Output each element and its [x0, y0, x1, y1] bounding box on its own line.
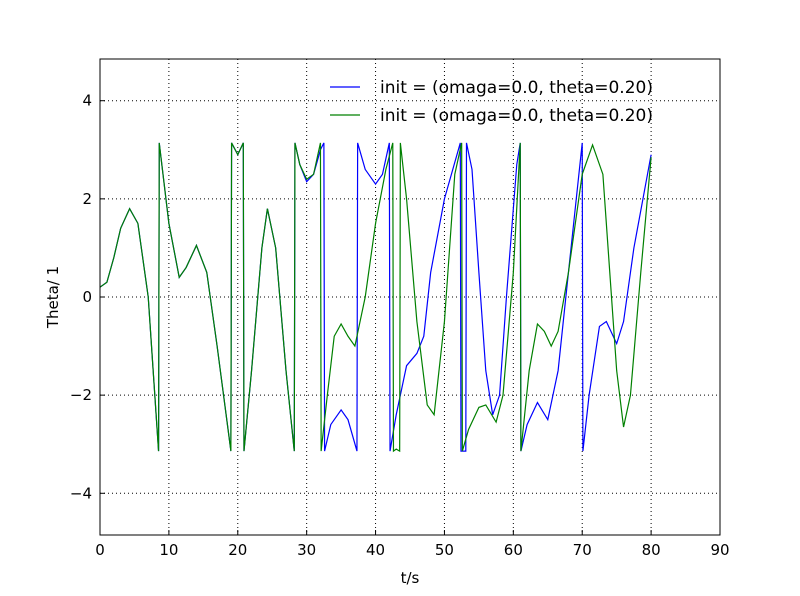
x-axis-label: t/s — [401, 569, 420, 587]
y-tick-label: 4 — [82, 92, 92, 110]
y-tick-label: −4 — [70, 484, 92, 502]
x-tick-label: 50 — [435, 541, 454, 559]
x-tick-label: 0 — [95, 541, 105, 559]
y-tick-label: −2 — [70, 386, 92, 404]
series-line — [99, 142, 652, 453]
x-tick-label: 90 — [710, 541, 729, 559]
plot-frame — [99, 58, 721, 536]
x-tick-label: 30 — [297, 541, 316, 559]
y-axis-label: Theta/ 1 — [44, 266, 62, 329]
x-tick-label: 80 — [642, 541, 661, 559]
x-tick-label: 40 — [366, 541, 385, 559]
legend-label: init = (omaga=0.0, theta=0.20) — [380, 78, 653, 98]
x-tick-label: 10 — [159, 541, 178, 559]
x-tick-label: 60 — [504, 541, 523, 559]
legend-label: init = (omaga=0.0, theta=0.20) — [380, 106, 653, 126]
y-tick-label: 0 — [82, 288, 92, 306]
x-tick-label: 20 — [228, 541, 247, 559]
y-tick-label: 2 — [82, 190, 92, 208]
x-tick-label: 70 — [573, 541, 592, 559]
